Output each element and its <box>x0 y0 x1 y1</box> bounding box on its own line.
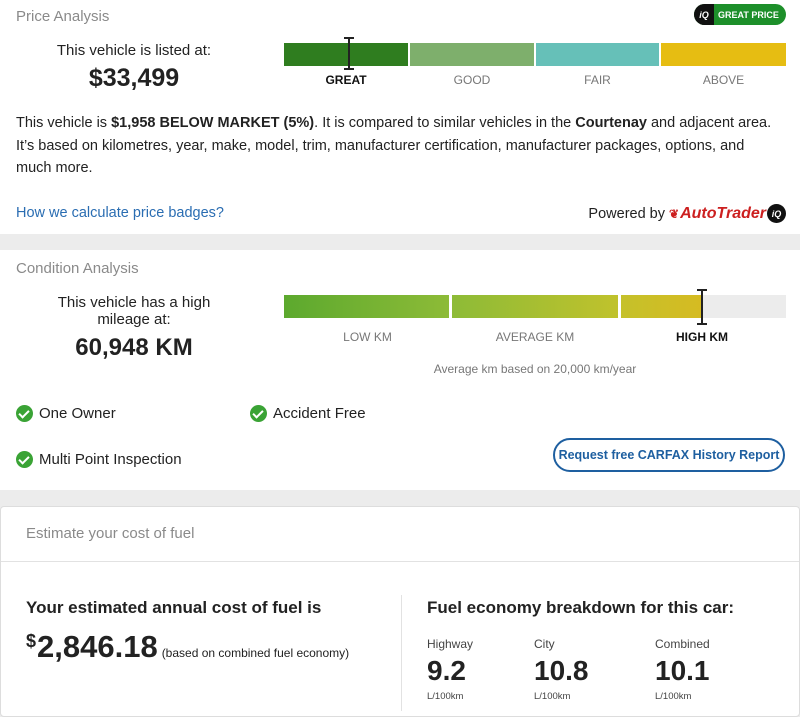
feature-label: Accident Free <box>273 405 366 422</box>
desc-text: . It is compared to similar vehicles in … <box>314 115 576 131</box>
price-scale-great <box>284 43 408 66</box>
check-icon <box>250 405 267 422</box>
badge-label: GREAT PRICE <box>718 9 779 20</box>
carfax-report-button[interactable]: Request free CARFAX History Report <box>553 438 785 472</box>
feature-accident-free: Accident Free <box>250 405 366 422</box>
check-icon <box>16 451 33 468</box>
divider <box>1 561 799 562</box>
price-scale-label: GOOD <box>453 73 491 87</box>
fuel-cost-card: Estimate your cost of fuel Your estimate… <box>0 506 800 717</box>
maple-leaf-icon: ❦ <box>669 206 680 221</box>
economy-unit: L/100km <box>534 691 571 702</box>
economy-value: 10.1 <box>655 655 710 686</box>
price-analysis-title: Price Analysis <box>16 8 110 25</box>
km-scale-low <box>284 295 449 318</box>
annual-cost: $ 2,846.18 (based on combined fuel econo… <box>26 629 349 665</box>
price-scale-label: FAIR <box>584 73 611 87</box>
mileage-marker <box>697 289 707 325</box>
currency-symbol: $ <box>26 631 37 651</box>
price-scale-fair <box>536 43 659 66</box>
city-economy: City 10.8 L/100km <box>534 637 589 702</box>
economy-unit: L/100km <box>427 691 464 702</box>
autotrader-brand: AutoTrader <box>680 204 766 222</box>
great-price-badge: iQ GREAT PRICE <box>694 4 786 25</box>
economy-unit: L/100km <box>655 691 692 702</box>
check-icon <box>16 405 33 422</box>
economy-label: Highway <box>427 637 474 651</box>
powered-by: Powered by ❦ AutoTrader iQ <box>588 204 786 223</box>
price-marker <box>344 37 354 70</box>
feature-label: Multi Point Inspection <box>39 451 182 468</box>
combined-economy: Combined 10.1 L/100km <box>655 637 710 702</box>
economy-label: City <box>534 637 555 651</box>
autotrader-logo: ❦ AutoTrader iQ <box>669 204 786 223</box>
price-analysis-card: Price Analysis iQ GREAT PRICE This vehic… <box>0 0 800 234</box>
listed-price: $33,499 <box>88 64 180 92</box>
mileage-value: 60,948 KM <box>75 334 193 361</box>
average-km-note: Average km based on 20,000 km/year <box>433 362 637 376</box>
economy-value: 9.2 <box>427 655 466 686</box>
condition-analysis-card: Condition Analysis This vehicle has a hi… <box>0 250 800 490</box>
iq-icon: iQ <box>694 4 714 25</box>
feature-label: One Owner <box>39 405 116 422</box>
iq-icon: iQ <box>767 204 786 223</box>
below-market-amount: $1,958 BELOW MARKET (5%) <box>111 115 315 131</box>
desc-text: and adjacent area. It’s based on kilomet… <box>16 115 772 176</box>
price-scale-label: GREAT <box>325 73 367 87</box>
mileage-label: This vehicle has a high mileage at: <box>57 294 211 328</box>
desc-text: This vehicle is <box>16 115 112 131</box>
listed-label: This vehicle is listed at: <box>56 42 212 59</box>
location: Courtenay <box>575 115 647 131</box>
km-scale-label: LOW KM <box>343 330 392 344</box>
powered-by-label: Powered by <box>588 205 665 222</box>
km-scale-label: HIGH KM <box>676 330 728 344</box>
km-scale-remaining <box>702 295 786 318</box>
price-scale-above <box>661 43 786 66</box>
condition-analysis-title: Condition Analysis <box>16 260 139 277</box>
km-scale-average <box>452 295 618 318</box>
price-scale-good <box>410 43 534 66</box>
feature-one-owner: One Owner <box>16 405 116 422</box>
fuel-breakdown-heading: Fuel economy breakdown for this car: <box>427 598 735 617</box>
economy-value: 10.8 <box>534 655 589 686</box>
fuel-cost-title: Estimate your cost of fuel <box>26 525 195 542</box>
highway-economy: Highway 9.2 L/100km <box>427 637 473 702</box>
annual-cost-note: (based on combined fuel economy) <box>161 646 350 660</box>
economy-label: Combined <box>655 637 710 651</box>
km-scale-high <box>621 295 702 318</box>
annual-cost-amount: 2,846.18 <box>37 629 158 664</box>
divider <box>401 595 402 711</box>
price-description: This vehicle is $1,958 BELOW MARKET (5%)… <box>16 112 776 180</box>
price-badges-link[interactable]: How we calculate price badges? <box>16 205 224 221</box>
price-scale-label: ABOVE <box>702 73 745 87</box>
feature-multi-point-inspection: Multi Point Inspection <box>16 451 182 468</box>
annual-cost-heading: Your estimated annual cost of fuel is <box>26 598 322 617</box>
km-scale-label: AVERAGE KM <box>495 330 575 344</box>
